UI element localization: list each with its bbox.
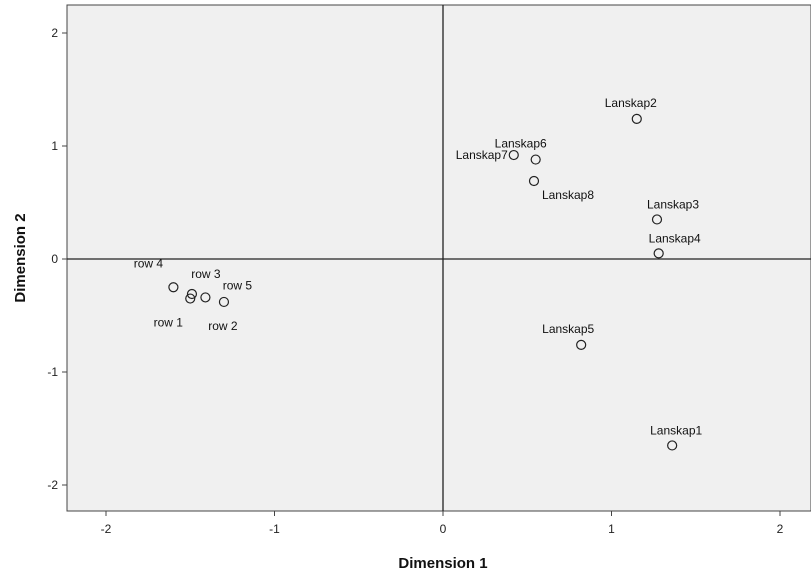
data-point [631,113,642,124]
point-label: Lanskap3 [647,197,699,211]
y-tick-label: 0 [51,252,58,266]
data-point [200,292,211,303]
y-axis-title: Dimension 2 [12,213,29,302]
data-point [185,293,196,304]
point-label: Lanskap1 [650,423,702,437]
data-point [653,248,664,259]
y-tick-label: -2 [47,478,58,492]
data-point [576,339,587,350]
point-label: Lanskap4 [649,231,701,245]
point-label: Lanskap8 [542,188,594,202]
point-label: row 2 [208,319,238,333]
x-tick-label: -1 [269,522,280,536]
point-label: row 1 [154,316,184,330]
y-tick-label: -1 [47,365,58,379]
point-label: row 4 [134,256,164,270]
y-tick-label: 2 [51,26,58,40]
x-tick-label: 0 [440,522,447,536]
data-point [528,175,540,187]
point-label: Lanskap7 [456,148,508,162]
x-tick-label: 1 [608,522,615,536]
point-label: row 5 [223,278,253,292]
data-point [218,296,230,308]
point-label: row 3 [191,267,221,281]
point-label: Lanskap2 [605,96,657,110]
data-point [186,288,198,300]
plot-area [66,4,811,512]
x-tick-label: 2 [777,522,784,536]
point-label: Lanskap6 [495,137,547,151]
data-point [667,440,678,451]
x-axis-title: Dimension 1 [398,555,487,572]
x-tick-label: -2 [101,522,112,536]
data-point [530,154,541,165]
data-point [168,282,179,293]
y-tick-label: 1 [51,139,58,153]
data-point [651,214,663,225]
point-label: Lanskap5 [542,322,594,336]
data-point [508,149,519,161]
